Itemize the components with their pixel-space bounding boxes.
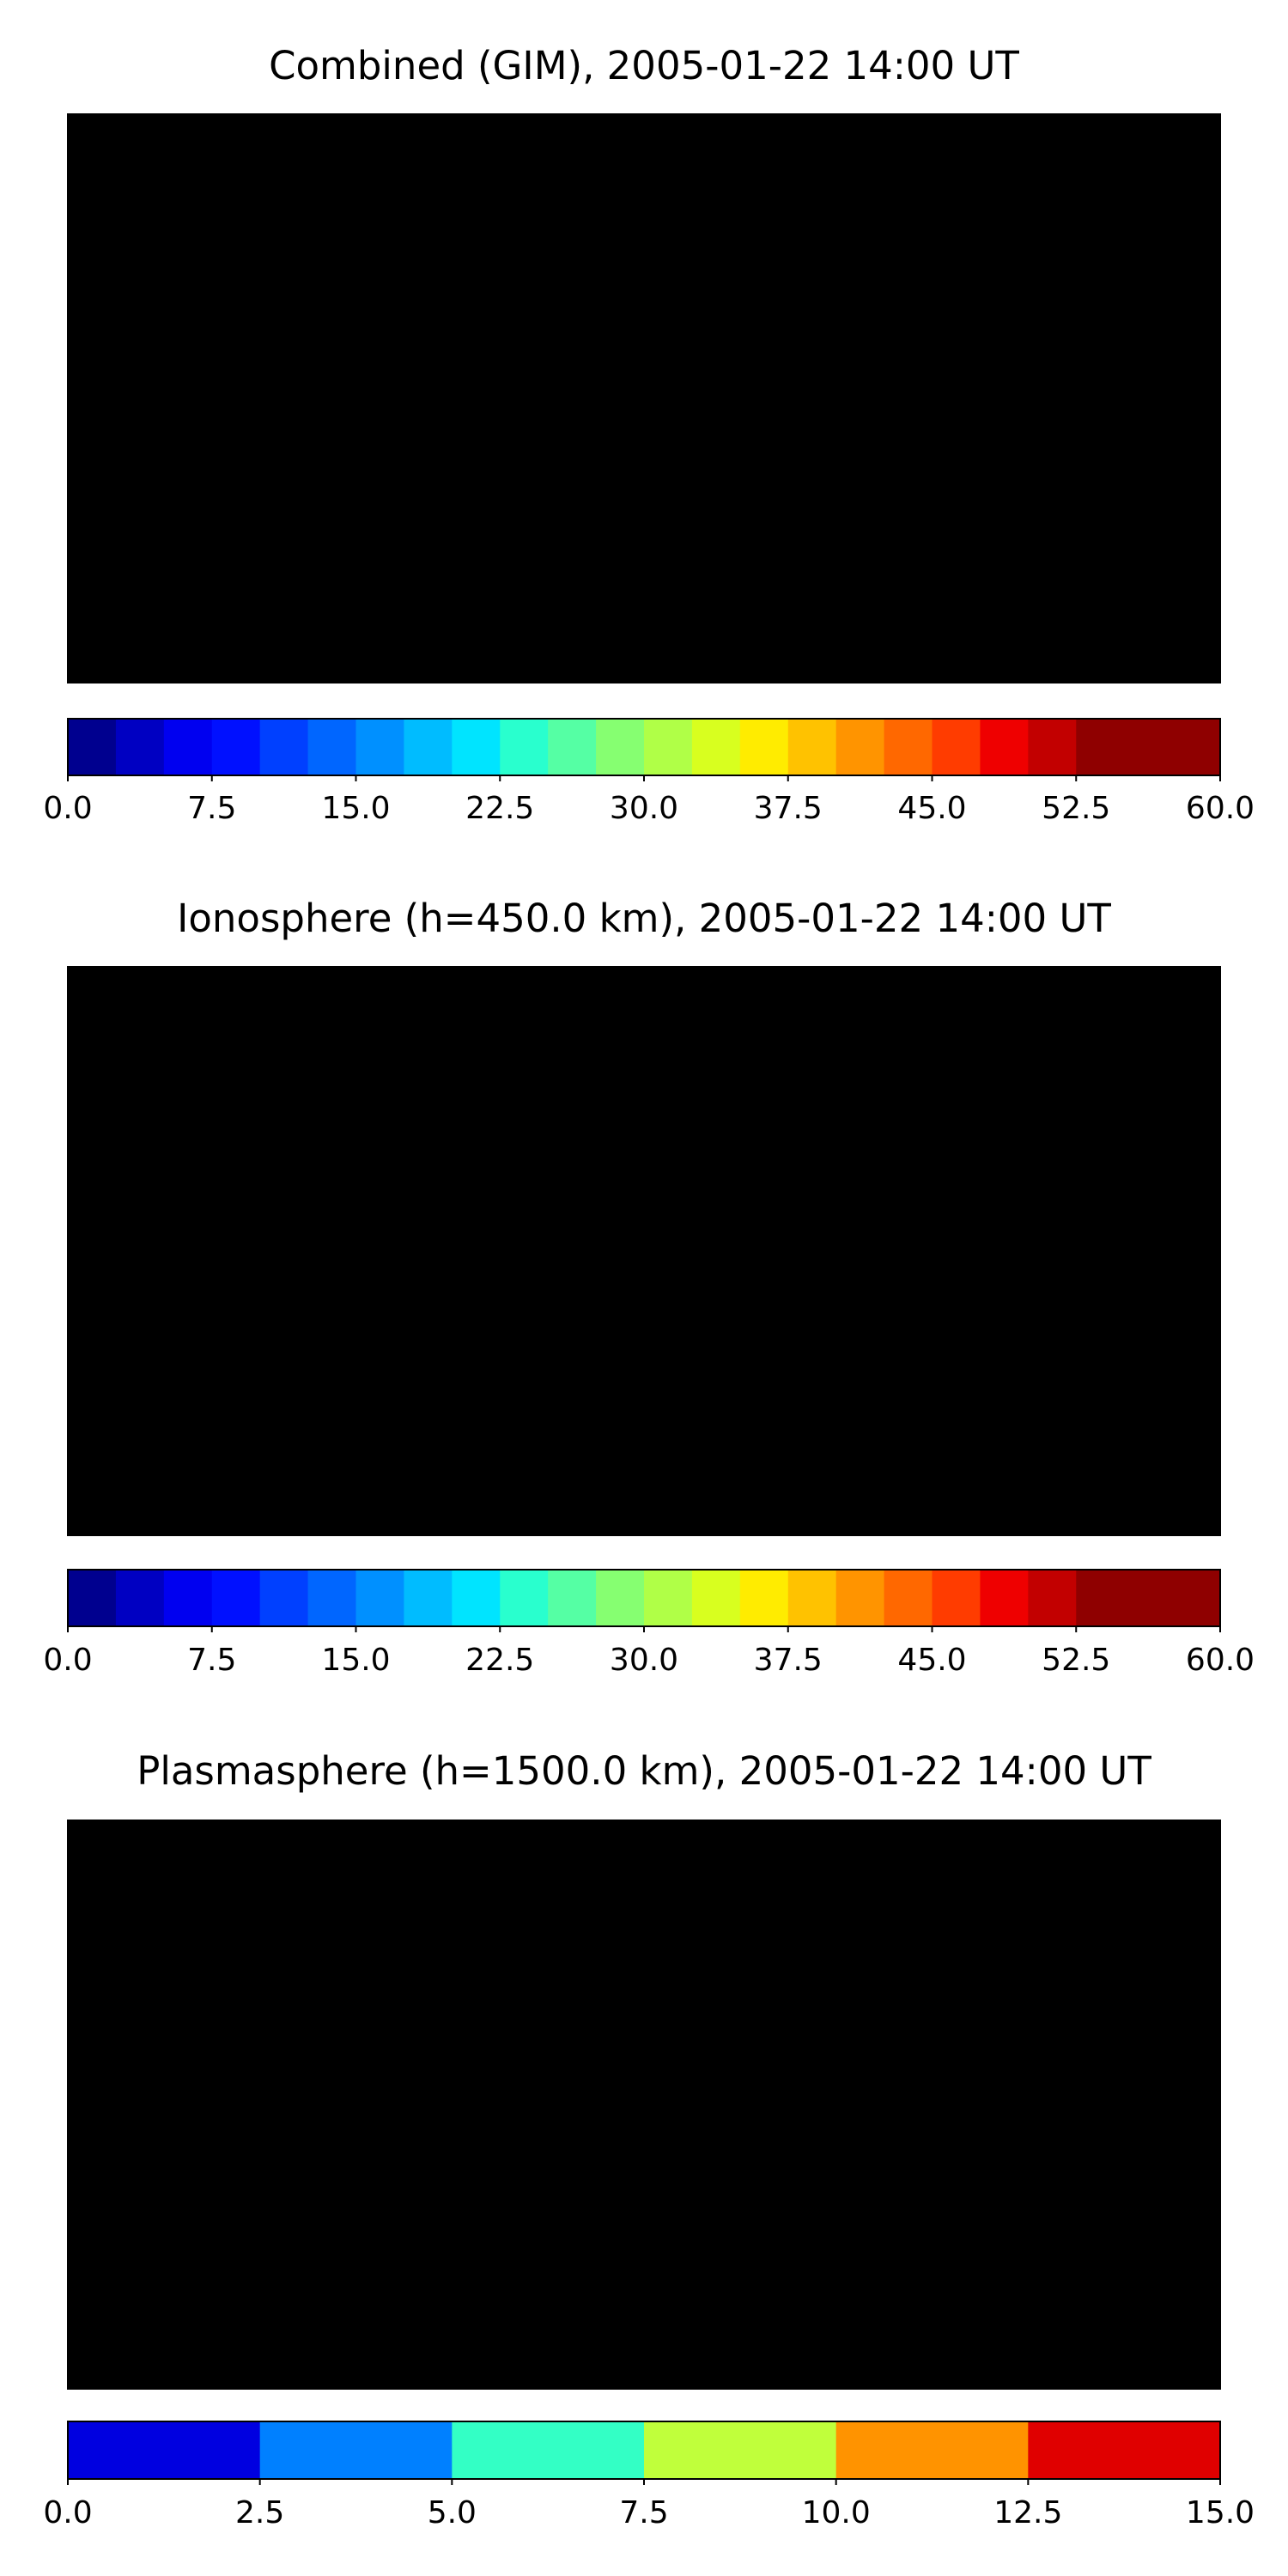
colorbar-bin	[548, 719, 597, 775]
panel-2: Ionosphere (h=450.0 km), 2005-01-22 14:0…	[43, 896, 1255, 1678]
colorbar-bin	[932, 1570, 981, 1626]
map-frame	[67, 1820, 1221, 2390]
map-area	[68, 114, 1220, 683]
chart-title: Combined (GIM), 2005-01-22 14:00 UT	[269, 43, 1019, 88]
colorbar-bin	[548, 1570, 597, 1626]
map-frame	[67, 966, 1221, 1536]
colorbar-tick-label: 60.0	[1186, 1643, 1255, 1678]
colorbar-tick-label: 7.5	[619, 2495, 668, 2530]
colorbar-bin	[355, 1570, 405, 1626]
colorbar-tick-label: 45.0	[897, 791, 966, 826]
colorbar-bin	[259, 1570, 309, 1626]
colorbar-bin	[835, 2421, 1029, 2479]
colorbar-bin	[211, 719, 261, 775]
colorbar-bin	[691, 719, 741, 775]
colorbar: 0.0 7.5 15.0 22.5 30.0 37.5 45.0 52.5 60.0	[43, 718, 1255, 826]
chart-title: Ionosphere (h=450.0 km), 2005-01-22 14:0…	[177, 896, 1111, 941]
colorbar-tick-label: 37.5	[754, 1643, 823, 1678]
colorbar-bin	[884, 719, 933, 775]
colorbar-bin	[1076, 1570, 1125, 1626]
colorbar-bin	[404, 719, 453, 775]
colorbar: 0.0 7.5 15.0 22.5 30.0 37.5 45.0 52.5 60.0	[43, 1569, 1255, 1678]
colorbar-bin	[500, 719, 549, 775]
colorbar-tick-label: 37.5	[754, 791, 823, 826]
colorbar-bin	[115, 719, 165, 775]
colorbar-bin	[1172, 719, 1221, 775]
colorbar-tick-label: 15.0	[321, 1643, 390, 1678]
colorbar-tick-label: 22.5	[465, 1643, 534, 1678]
colorbar-bin	[1028, 719, 1077, 775]
colorbar-bin	[452, 2421, 645, 2479]
colorbar-bin	[211, 1570, 261, 1626]
colorbar-tick-label: 30.0	[610, 1643, 678, 1678]
colorbar-tick-label: 15.0	[1186, 2495, 1255, 2530]
colorbar-bin	[163, 719, 213, 775]
colorbar-bin	[835, 719, 885, 775]
colorbar-bin	[452, 1570, 501, 1626]
colorbar-bin	[644, 1570, 693, 1626]
colorbar-bin	[404, 1570, 453, 1626]
colorbar-bin	[1076, 719, 1125, 775]
colorbar-bin	[68, 719, 117, 775]
colorbar-bin	[787, 1570, 837, 1626]
colorbar-bin	[691, 1570, 741, 1626]
colorbar-bin	[307, 719, 357, 775]
colorbar-bin	[739, 1570, 789, 1626]
colorbar-tick-label: 0.0	[43, 2495, 92, 2530]
colorbar-bin	[163, 1570, 213, 1626]
colorbar-tick-label: 0.0	[43, 791, 92, 826]
colorbar-bin	[644, 2421, 837, 2479]
colorbar-bin	[644, 719, 693, 775]
colorbar-tick-label: 52.5	[1042, 791, 1110, 826]
colorbar-tick-label: 5.0	[428, 2495, 477, 2530]
coastline	[68, 125, 1220, 665]
chart-title: Plasmasphere (h=1500.0 km), 2005-01-22 1…	[137, 1748, 1151, 1794]
colorbar-tick-label: 22.5	[465, 791, 534, 826]
colorbar-tick-label: 52.5	[1042, 1643, 1110, 1678]
map-area	[68, 967, 1220, 1535]
colorbar-bin	[835, 1570, 885, 1626]
colorbar-bin	[1172, 1570, 1221, 1626]
colorbar-tick-label: 60.0	[1186, 791, 1255, 826]
colorbar-bin	[355, 719, 405, 775]
colorbar-bin	[68, 1570, 117, 1626]
panel-3: Plasmasphere (h=1500.0 km), 2005-01-22 1…	[43, 1748, 1255, 2530]
colorbar-tick-label: 10.0	[802, 2495, 871, 2530]
colorbar-bin	[452, 719, 501, 775]
colorbar-tick-label: 15.0	[321, 791, 390, 826]
colorbar-tick-label: 30.0	[610, 791, 678, 826]
colorbar-bin	[596, 719, 645, 775]
colorbar-tick-label: 7.5	[187, 791, 236, 826]
colorbar-tick-label: 45.0	[897, 1643, 966, 1678]
colorbar: 0.0 2.5 5.0 7.5 10.0 12.5 15.0	[43, 2421, 1255, 2530]
colorbar-bin	[115, 1570, 165, 1626]
colorbar-tick-label: 0.0	[43, 1643, 92, 1678]
colorbar-bin	[259, 2421, 453, 2479]
colorbar-tick-label: 7.5	[187, 1643, 236, 1678]
colorbar-bin	[932, 719, 981, 775]
map-area	[68, 1820, 1220, 2389]
colorbar-bin	[307, 1570, 357, 1626]
colorbar-tick-label: 12.5	[993, 2495, 1062, 2530]
colorbar-bin	[1028, 2421, 1221, 2479]
colorbar-bin	[980, 719, 1029, 775]
colorbar-bin	[68, 2421, 261, 2479]
colorbar-tick-label: 2.5	[235, 2495, 284, 2530]
map-frame	[67, 113, 1221, 683]
colorbar-bin	[1028, 1570, 1077, 1626]
colorbar-bin	[1124, 719, 1173, 775]
colorbar-bin	[596, 1570, 645, 1626]
coastline	[68, 978, 1220, 1518]
colorbar-bin	[980, 1570, 1029, 1626]
coastline	[68, 1832, 1220, 2372]
panel-1: Combined (GIM), 2005-01-22 14:00 UT 0.0 7.…	[43, 43, 1255, 826]
colorbar-bin	[500, 1570, 549, 1626]
colorbar-bin	[1124, 1570, 1173, 1626]
colorbar-bin	[739, 719, 789, 775]
colorbar-bin	[884, 1570, 933, 1626]
colorbar-bin	[259, 719, 309, 775]
colorbar-bin	[787, 719, 837, 775]
